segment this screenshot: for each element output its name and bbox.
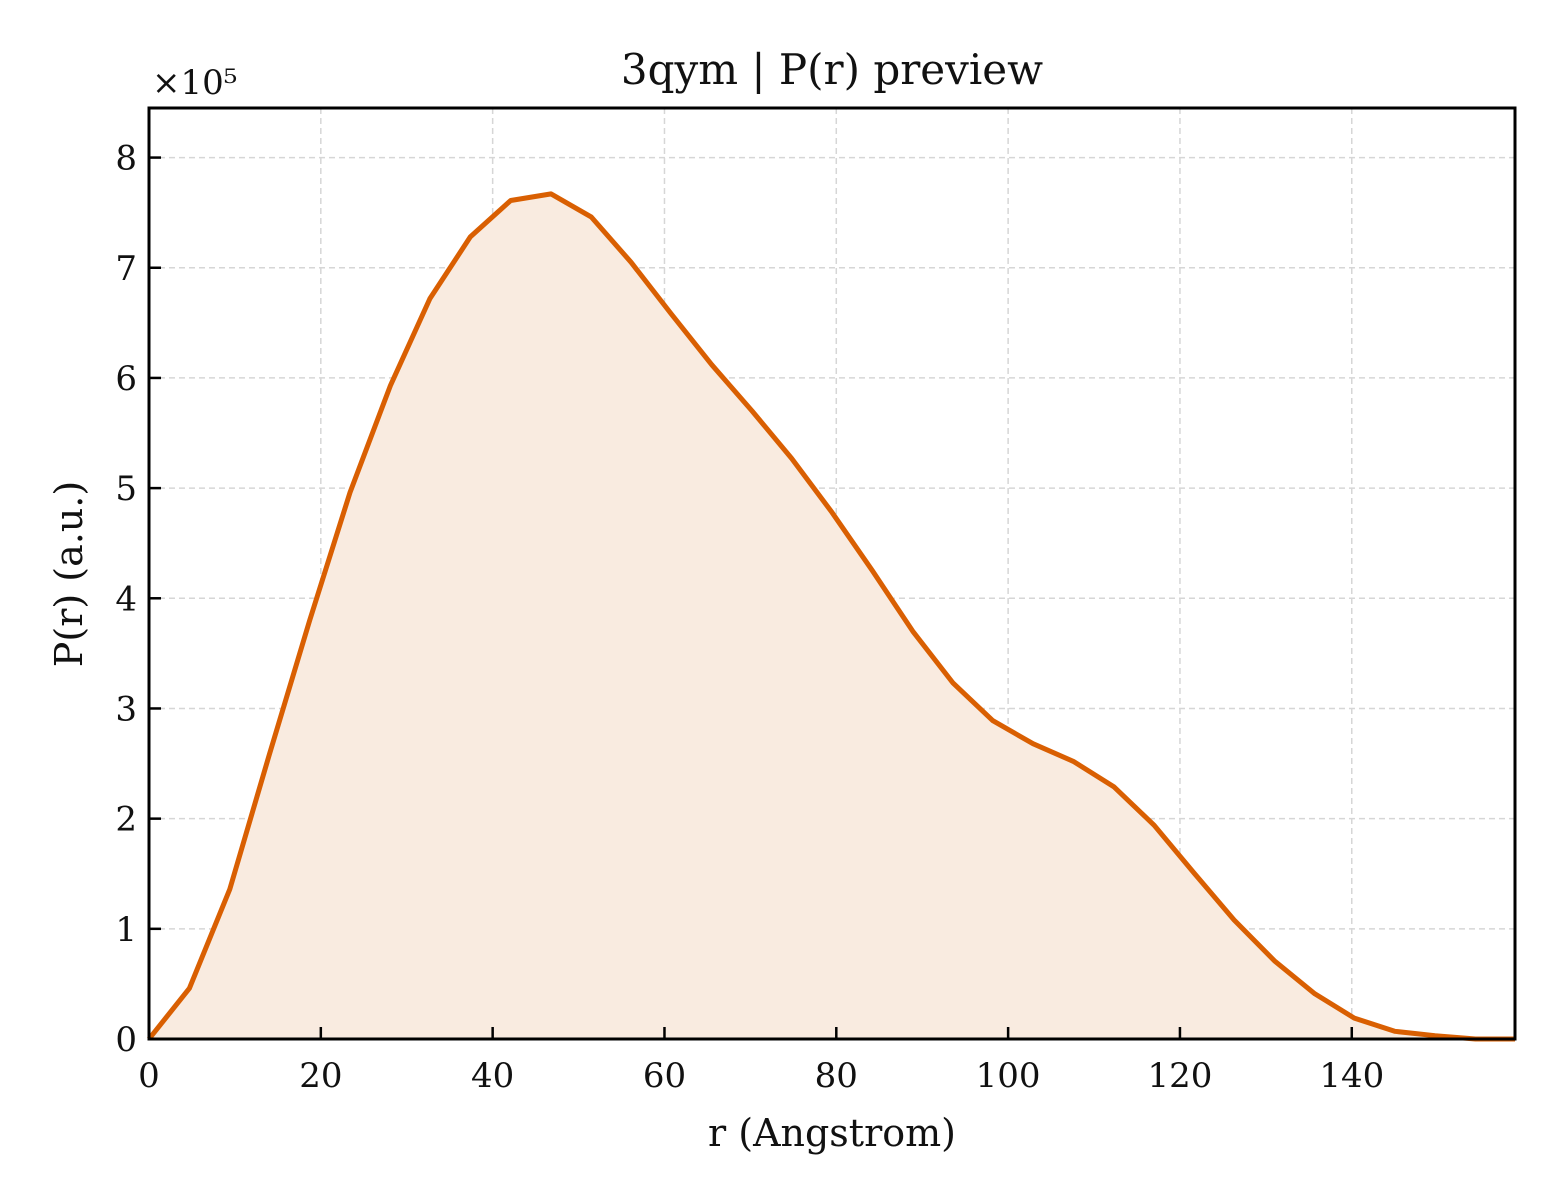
y-axis-label: P(r) (a.u.) [47, 481, 91, 667]
y-tick-label: 5 [115, 469, 137, 509]
area-fill [149, 193, 1515, 1039]
x-tick-label: 0 [138, 1056, 160, 1096]
x-tick-label: 20 [299, 1056, 342, 1096]
x-tick-label: 40 [471, 1056, 514, 1096]
x-tick-label: 60 [643, 1056, 686, 1096]
y-tick-label: 4 [115, 579, 137, 619]
x-axis-label: r (Angstrom) [708, 1111, 956, 1155]
x-tick-label: 100 [976, 1056, 1041, 1096]
x-ticks: 0 20 40 60 80 100 120 140 [138, 1027, 1384, 1096]
x-tick-label: 80 [815, 1056, 858, 1096]
y-tick-label: 7 [115, 249, 137, 289]
y-tick-label: 3 [115, 689, 137, 729]
series-line [147, 191, 1515, 1042]
x-tick-label: 140 [1319, 1056, 1384, 1096]
plot-frame [147, 106, 1517, 1041]
y-tick-label: 2 [115, 800, 137, 840]
x-tick-label: 120 [1147, 1056, 1212, 1096]
y-tick-label: 1 [115, 910, 137, 950]
y-ticks: 0 1 2 3 4 5 6 7 8 [115, 139, 161, 1060]
y-tick-label: 6 [115, 359, 137, 399]
y-multiplier-label: ×10⁵ [152, 63, 237, 103]
chart-title: 3qym | P(r) preview [621, 45, 1043, 94]
y-tick-label: 0 [115, 1020, 137, 1060]
y-tick-label: 8 [115, 139, 137, 179]
